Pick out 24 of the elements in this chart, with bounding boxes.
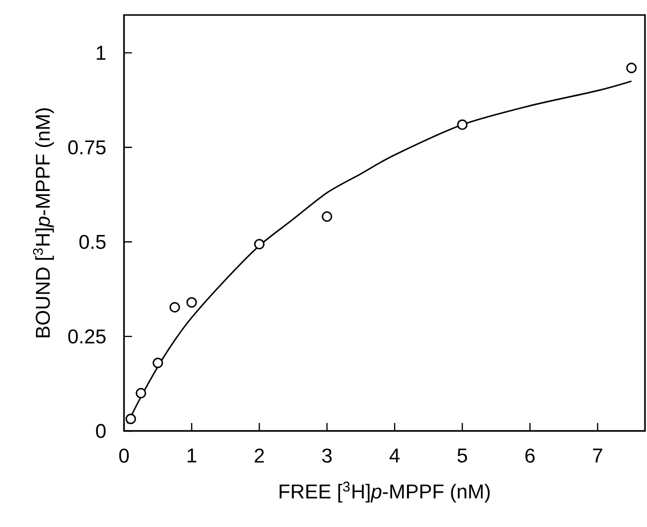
y-tick-label: 1 bbox=[96, 46, 106, 60]
point bbox=[186, 297, 197, 308]
point bbox=[254, 238, 265, 250]
x-tick-label: 5 bbox=[458, 448, 468, 463]
x-tick-label: 6 bbox=[525, 448, 535, 463]
y-tick-label: 0.5 bbox=[79, 234, 106, 249]
x-tick-label: 0 bbox=[119, 448, 129, 463]
x-tick-label: 4 bbox=[390, 448, 400, 462]
point bbox=[322, 211, 332, 222]
x-axis-title: FREE [$^{3}$H]p-MPPF (nM) bbox=[280, 482, 490, 503]
y-axis-title: BOUND [$^{3}$H]p-MPPF (nM) bbox=[32, 108, 54, 338]
x-tick-label: 2 bbox=[254, 448, 264, 463]
line-series bbox=[126, 80, 632, 424]
point bbox=[169, 302, 180, 313]
y-tick-label: 0 bbox=[96, 424, 106, 438]
point bbox=[152, 358, 164, 368]
x-tick-label: 1 bbox=[188, 448, 196, 462]
point bbox=[457, 119, 468, 130]
y-tick-label: 0.25 bbox=[68, 329, 106, 344]
point bbox=[126, 414, 136, 424]
point bbox=[136, 388, 146, 398]
y-tick-label: 0.75 bbox=[68, 140, 106, 154]
x-tick-label: 7 bbox=[593, 448, 602, 462]
x-tick-label: 3 bbox=[322, 448, 332, 463]
